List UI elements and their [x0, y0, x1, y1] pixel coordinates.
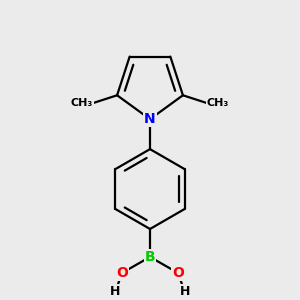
- Text: CH₃: CH₃: [207, 98, 229, 108]
- Text: O: O: [172, 266, 184, 280]
- Text: O: O: [116, 266, 128, 280]
- Text: N: N: [144, 112, 156, 126]
- Text: H: H: [110, 285, 121, 298]
- Text: H: H: [179, 285, 190, 298]
- Text: CH₃: CH₃: [71, 98, 93, 108]
- Text: B: B: [145, 250, 155, 264]
